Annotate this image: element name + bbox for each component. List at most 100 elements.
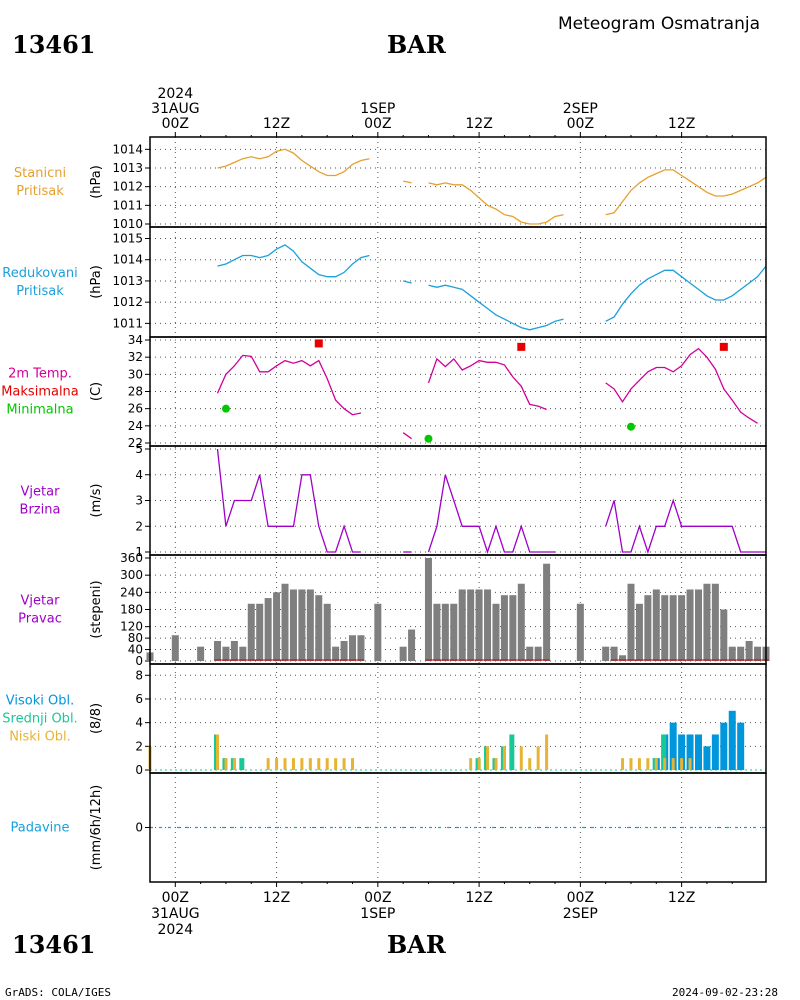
series-line [428,182,564,225]
y-tick-label: 5 [135,442,143,456]
panel-frame [149,772,767,883]
time-label-top: 00Z [567,116,594,132]
wind-direction-bar [694,589,702,661]
y-tick-label: 0 [135,763,143,777]
wind-direction-bar [635,603,643,661]
low-cloud-bar [232,758,236,770]
y-tick-label: 28 [128,385,143,399]
y-tick-label: 1013 [112,161,143,175]
y-tick-label: 2 [135,519,143,533]
low-cloud-bar [629,758,633,770]
low-cloud-bar [216,734,220,770]
time-label-top: 00Z [162,116,189,132]
wind-direction-bar [273,592,281,661]
y-tick-label: 1012 [112,295,143,309]
panel-label: 2m Temp. [8,367,72,382]
station-name-bottom: BAR [387,930,446,959]
panel-label: Padavine [11,821,70,836]
wind-direction-bar [264,598,272,661]
wind-direction-bar [492,603,500,661]
low-cloud-bar [654,758,658,770]
low-cloud-bar [688,758,692,770]
wind-direction-bar [652,589,660,661]
wind-direction-bar [357,635,365,661]
panel-label: Stanicni [14,166,66,181]
wind-direction-bar [441,603,449,661]
series-line [427,357,547,411]
high-cloud-bar [720,722,728,770]
y-tick-label: 120 [120,620,143,634]
y-tick-label: 40 [128,643,143,657]
wind-direction-bar [661,595,669,661]
panel-label: Niski Obl. [9,730,71,745]
y-tick-label: 6 [135,692,143,706]
wind-direction-bar [458,589,466,661]
low-cloud-bar [528,758,532,770]
wind-direction-bar [711,583,719,661]
station-id-top: 13461 [12,30,96,59]
panel-label: Pravac [18,612,62,627]
y-tick-label: 8 [135,668,143,682]
time-label-bottom: 12Z [263,890,290,906]
max-temp-marker [517,342,526,351]
wind-direction-bar [543,563,551,661]
y-tick-label: 300 [120,568,143,582]
wind-direction-bar [323,603,331,661]
footer-software: GrADS: COLA/IGES [5,986,111,999]
y-tick-label: 1012 [112,180,143,194]
low-cloud-bar [477,758,481,770]
series-line [217,244,370,278]
y-axis-unit: (m/s) [89,484,104,518]
wind-direction-bar [669,595,677,661]
panel-label: Pritisak [16,284,64,299]
high-cloud-bar [694,734,702,770]
panel-label: Redukovani [2,266,77,281]
y-tick-label: 32 [128,350,143,364]
low-cloud-bar [469,758,473,770]
time-label-bottom: 2SEP [563,906,598,922]
series-line [217,148,370,177]
wind-direction-bar [728,646,736,661]
low-cloud-bar [224,758,228,770]
max-temp-marker [719,342,728,351]
series-line [605,498,766,555]
low-cloud-bar [266,758,270,770]
series-line [605,169,767,216]
y-tick-label: 1011 [112,198,143,212]
high-cloud-bar [678,734,686,770]
panel-label: Maksimalna [1,385,79,400]
mid-cloud-bar [239,758,245,770]
series-line [216,448,361,553]
high-cloud-bar [703,746,711,770]
time-label-bottom: 31AUG [151,906,200,922]
low-cloud-bar [637,758,641,770]
low-cloud-bar [283,758,287,770]
wind-direction-bar [678,595,686,661]
low-cloud-bar [646,758,650,770]
low-cloud-bar [671,758,675,770]
wind-direction-bar [450,603,458,661]
low-cloud-bar [300,758,304,770]
time-label-bottom: 12Z [668,890,695,906]
wind-direction-bar [239,646,247,661]
time-label-bottom: 00Z [567,890,594,906]
wind-direction-bar [576,603,584,661]
wind-direction-bar [349,635,357,661]
wind-direction-bar [399,646,407,661]
station-name-top: BAR [387,30,446,59]
low-cloud-bar [308,758,312,770]
wind-direction-bar [281,583,289,661]
y-tick-label: 0 [135,821,143,835]
high-cloud-bar [711,734,719,770]
min-temp-marker [626,422,635,431]
low-cloud-bar [351,758,355,770]
y-tick-label: 180 [120,603,143,617]
footer-timestamp: 2024-09-02-23:28 [672,986,778,999]
panel-frame [149,336,767,447]
y-tick-label: 240 [120,585,143,599]
wind-direction-bar [509,595,517,661]
time-label-bottom: 00Z [364,890,391,906]
panel-label: Minimalna [6,403,73,418]
time-label-top: 1SEP [360,101,395,117]
